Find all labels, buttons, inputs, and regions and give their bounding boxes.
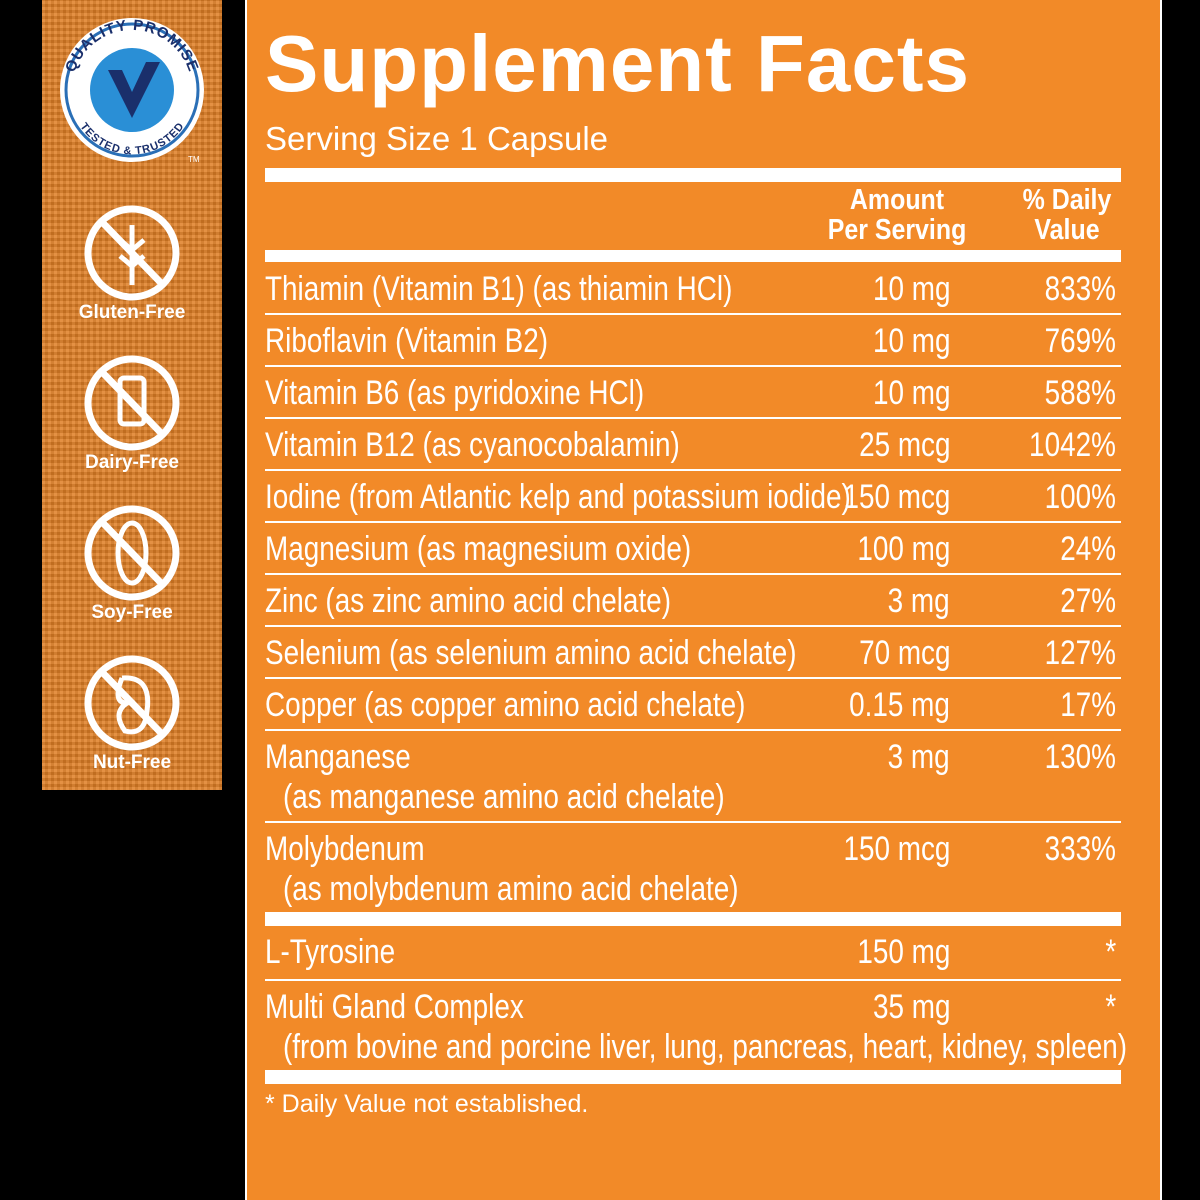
row-rule bbox=[265, 521, 1121, 523]
amount: 3 mg bbox=[888, 738, 950, 776]
amount: 35 mg bbox=[872, 988, 950, 1026]
amount-header: Amount bbox=[849, 184, 945, 216]
amount: 150 mcg bbox=[843, 830, 950, 868]
nutrient-name: Zinc (as zinc amino acid chelate) bbox=[265, 582, 671, 620]
daily-value: 769% bbox=[1044, 322, 1116, 360]
nut-free: Nut-Free bbox=[92, 752, 172, 773]
dv-header: Value bbox=[1034, 214, 1100, 246]
amount: 100 mg bbox=[857, 530, 950, 568]
row-rule bbox=[265, 677, 1121, 679]
nutrient-note: (as manganese amino acid chelate) bbox=[283, 778, 725, 816]
thick-rule bbox=[265, 168, 1121, 182]
nutrient-note: (as molybdenum amino acid chelate) bbox=[283, 870, 739, 908]
icons: QUALITY PROMISE TESTED & TRUSTED TM bbox=[60, 17, 204, 751]
row-rule bbox=[265, 469, 1121, 471]
row-rule bbox=[265, 625, 1121, 627]
daily-value: 27% bbox=[1060, 582, 1116, 620]
nutrient-name: Selenium (as selenium amino acid chelate… bbox=[265, 634, 797, 672]
thick-rule bbox=[265, 1070, 1121, 1084]
dairy-free: Dairy-Free bbox=[85, 452, 179, 473]
dv-header: % Daily bbox=[1022, 184, 1112, 216]
footnote: * Daily Value not established. bbox=[265, 1090, 589, 1118]
daily-value: 588% bbox=[1044, 374, 1116, 412]
daily-value: * bbox=[1105, 988, 1116, 1026]
amount: 3 mg bbox=[888, 582, 950, 620]
supplement-panel: Supplement Facts Serving Size 1 Capsule … bbox=[245, 0, 1162, 1200]
row-rule bbox=[265, 417, 1121, 419]
nutrient-name: Molybdenum bbox=[265, 830, 425, 868]
nutrient-name: Vitamin B12 (as cyanocobalamin) bbox=[265, 426, 680, 464]
row-rule bbox=[265, 979, 1121, 981]
free-icons bbox=[84, 205, 180, 751]
thick-rule bbox=[265, 250, 1121, 262]
nutrient-name: Riboflavin (Vitamin B2) bbox=[265, 322, 549, 360]
thick-rule bbox=[265, 912, 1121, 926]
amount: 150 mcg bbox=[843, 478, 950, 516]
nutrient-name: Multi Gland Complex bbox=[265, 988, 524, 1026]
amount: 70 mcg bbox=[858, 634, 950, 672]
nutrient-name: Thiamin (Vitamin B1) (as thiamin HCl) bbox=[265, 270, 733, 308]
amount: 10 mg bbox=[872, 374, 950, 412]
nutrient-name: Vitamin B6 (as pyridoxine HCl) bbox=[265, 374, 645, 412]
daily-value: 130% bbox=[1044, 738, 1116, 776]
badge-v bbox=[108, 62, 160, 118]
amount: 25 mcg bbox=[858, 426, 950, 464]
daily-value: 17% bbox=[1060, 686, 1116, 724]
nutrient-name: Iodine (from Atlantic kelp and potassium… bbox=[265, 478, 851, 516]
nutrient-name: Magnesium (as magnesium oxide) bbox=[265, 530, 692, 568]
nutrient-note: (from bovine and porcine liver, lung, pa… bbox=[283, 1028, 1128, 1066]
amount: 10 mg bbox=[872, 322, 950, 360]
daily-value: 333% bbox=[1044, 830, 1116, 868]
gluten-free: Gluten-Free bbox=[78, 302, 186, 323]
daily-value: * bbox=[1105, 933, 1116, 971]
badge-ring bbox=[64, 22, 200, 158]
soy-free: Soy-Free bbox=[91, 602, 173, 623]
daily-value: 1042% bbox=[1029, 426, 1116, 464]
badge-strip: QUALITY PROMISE TESTED & TRUSTED TM Glut… bbox=[42, 0, 222, 790]
amount-header: Per Serving bbox=[827, 214, 967, 246]
badge-tm: TM bbox=[188, 155, 200, 164]
daily-value: 24% bbox=[1060, 530, 1116, 568]
nutrient-name: Manganese bbox=[265, 738, 411, 776]
row-rule bbox=[265, 365, 1121, 367]
badge-inner bbox=[90, 48, 174, 132]
daily-value: 100% bbox=[1044, 478, 1116, 516]
title: Supplement Facts bbox=[265, 19, 971, 108]
nutrient-name: L-Tyrosine bbox=[265, 933, 396, 971]
amount: 150 mg bbox=[857, 933, 950, 971]
amount: 10 mg bbox=[872, 270, 950, 308]
daily-value: 127% bbox=[1044, 634, 1116, 672]
row-rule bbox=[265, 821, 1121, 823]
nutrient-name: Copper (as copper amino acid chelate) bbox=[265, 686, 746, 724]
amount: 0.15 mg bbox=[849, 686, 950, 724]
serving-size: Serving Size 1 Capsule bbox=[265, 120, 609, 157]
row-rule bbox=[265, 573, 1121, 575]
daily-value: 833% bbox=[1044, 270, 1116, 308]
row-rule bbox=[265, 729, 1121, 731]
row-rule bbox=[265, 313, 1121, 315]
